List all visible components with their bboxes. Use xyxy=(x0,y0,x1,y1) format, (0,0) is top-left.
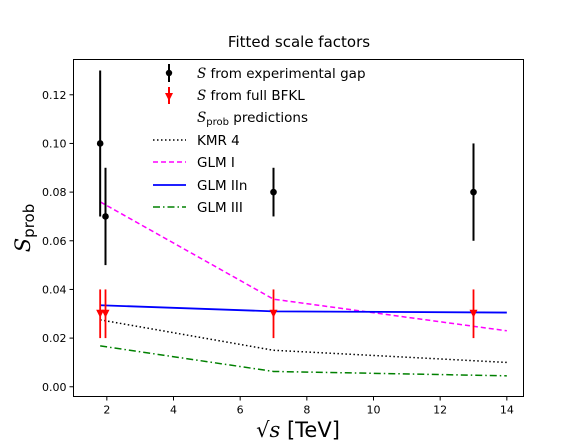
legend-heading-text: predictions xyxy=(229,110,308,126)
y-tick-label: 0.08 xyxy=(42,186,67,199)
legend-experimental-text: from experimental gap xyxy=(206,66,365,82)
x-tick-label: 12 xyxy=(433,404,447,417)
legend-glm2: GLM IIn xyxy=(153,178,247,194)
bfkl-point xyxy=(101,309,110,318)
x-tick-label: 6 xyxy=(237,404,244,417)
legend-kmr: KMR 4 xyxy=(153,133,240,149)
experimental-point xyxy=(102,213,109,220)
legend-experimental-marker xyxy=(165,69,173,77)
series-line-glm1 xyxy=(99,201,507,332)
legend-glm3: GLM III xyxy=(153,200,243,216)
legend-heading: Sprob predictions xyxy=(197,110,308,128)
legend-bfkl-symbol: S xyxy=(197,88,206,104)
svg-text:GLM I: GLM I xyxy=(197,155,235,171)
x-tick-label: 14 xyxy=(500,404,514,417)
x-axis-label: √s [TeV] xyxy=(256,418,340,442)
svg-text:GLM IIn: GLM IIn xyxy=(197,178,247,194)
plot-frame xyxy=(73,59,524,397)
y-tick-label: 0.00 xyxy=(42,381,67,394)
legend-experimental-symbol: S xyxy=(197,66,206,82)
legend: S from experimental gap S from full BFKL… xyxy=(153,64,366,216)
y-axis-label-sub: prob xyxy=(20,204,38,238)
experimental-point xyxy=(96,140,104,147)
x-axis: 2 4 6 8 10 12 14 xyxy=(103,396,514,417)
legend-heading-sub: prob xyxy=(206,117,229,128)
y-tick-label: 0.04 xyxy=(42,283,67,296)
x-axis-label-root: √s xyxy=(256,418,280,442)
y-tick-label: 0.12 xyxy=(42,89,67,102)
svg-text:S from experimental gap: S from experimental gap xyxy=(197,66,366,82)
x-axis-label-unit: [TeV] xyxy=(280,418,340,442)
bfkl-point xyxy=(269,309,278,318)
y-axis-label-main: S xyxy=(11,238,35,252)
x-tick-label: 2 xyxy=(103,404,110,417)
points-layer xyxy=(96,70,478,339)
x-tick-label: 10 xyxy=(367,404,381,417)
svg-text:KMR 4: KMR 4 xyxy=(197,133,240,149)
legend-bfkl: S from full BFKL xyxy=(165,87,305,104)
svg-text:S from full BFKL: S from full BFKL xyxy=(197,88,305,104)
svg-text:Sprob: Sprob xyxy=(11,204,38,252)
legend-glm1: GLM I xyxy=(153,155,235,171)
series-line-glm2 xyxy=(100,304,507,314)
chart-title: Fitted scale factors xyxy=(228,33,370,51)
experimental-point xyxy=(270,188,277,196)
series-layer xyxy=(99,201,507,377)
series-line-glm3 xyxy=(100,345,507,377)
y-axis: 0.00 0.02 0.04 0.06 0.08 0.10 0.12 xyxy=(42,89,74,394)
x-tick-label: 8 xyxy=(303,404,310,417)
y-tick-label: 0.10 xyxy=(42,137,67,150)
bfkl-point xyxy=(469,309,478,318)
legend-bfkl-marker xyxy=(165,93,173,101)
legend-heading-symbol: S xyxy=(197,110,206,126)
series-line-kmr xyxy=(100,319,507,364)
y-tick-label: 0.02 xyxy=(42,332,67,345)
experimental-point xyxy=(470,188,477,196)
legend-experimental: S from experimental gap xyxy=(165,64,366,82)
y-axis-label: Sprob xyxy=(11,204,38,252)
bfkl-point xyxy=(96,309,105,318)
y-tick-label: 0.06 xyxy=(42,235,67,248)
svg-text:GLM III: GLM III xyxy=(197,200,243,216)
legend-bfkl-text: from full BFKL xyxy=(206,88,305,104)
x-tick-label: 4 xyxy=(170,404,177,417)
